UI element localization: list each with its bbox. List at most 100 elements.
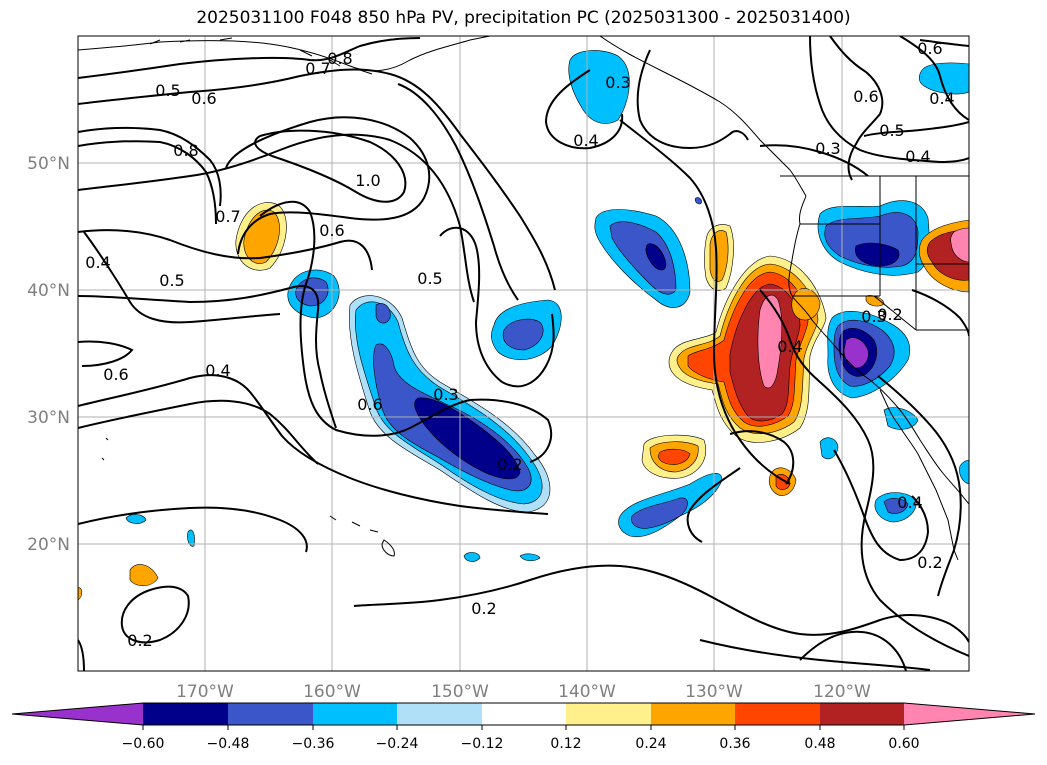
lon-label-170w: 170°W (176, 682, 234, 702)
pv-contour (636, 49, 749, 150)
lat-label-40n: 40°N (27, 281, 70, 301)
pv-contour (78, 229, 373, 271)
contour-label: 0.2 (877, 305, 902, 324)
shade-blob (375, 303, 391, 324)
shade-blob (630, 497, 688, 529)
pv-contour (759, 144, 869, 177)
pv-contours (78, 36, 969, 671)
colorbar-segment (143, 703, 228, 725)
coastline-west (788, 195, 969, 505)
shade-blob (658, 448, 691, 465)
pv-contour (686, 467, 741, 543)
colorbar-segment (820, 703, 904, 725)
contour-label: 0.2 (917, 553, 942, 572)
shade-blob (125, 514, 147, 524)
contour-label: 0.4 (573, 131, 598, 150)
lon-label-120w: 120°W (813, 682, 871, 702)
coastline-baja (879, 389, 959, 561)
shade-blob (187, 529, 195, 547)
map-frame (77, 35, 970, 672)
map-panel: 0.7 0.8 0.5 0.6 0.8 1.0 0.7 0.6 0.4 0.5 … (77, 35, 970, 672)
pv-contour (78, 140, 217, 225)
lat-label-30n: 30°N (27, 408, 70, 428)
lat-label-20n: 20°N (27, 535, 70, 555)
coastline-alaska-panhandle (599, 36, 807, 197)
shade-blob (950, 227, 969, 263)
lat-label-50n: 50°N (27, 154, 70, 174)
contour-label: 0.6 (191, 89, 216, 108)
colorbar-tick-label: −0.48 (207, 736, 250, 752)
contour-label: 0.7 (305, 59, 330, 78)
shade-blob (757, 294, 783, 389)
shade-blob (414, 397, 521, 480)
colorbar-tick-label: −0.36 (292, 736, 335, 752)
pv-contour (397, 83, 519, 301)
pv-contour (78, 68, 556, 291)
pv-contour (78, 126, 222, 207)
coastlines (78, 36, 969, 561)
colorbar-tick-label: −0.24 (376, 736, 419, 752)
map-title: 2025031100 F048 850 hPa PV, precipitatio… (196, 8, 851, 28)
colorbar-tick-label: 0.60 (888, 736, 919, 752)
colorbar-extend-min (12, 703, 143, 725)
pv-contour (809, 36, 969, 164)
contour-label: 0.3 (433, 385, 458, 404)
contour-label: 0.6 (103, 365, 128, 384)
pv-contour (78, 340, 134, 367)
shade-blob (129, 564, 159, 587)
colorbar-tick-label: −0.60 (122, 736, 165, 752)
shade-blob (463, 552, 481, 562)
shade-blob (502, 318, 544, 351)
graticule (78, 36, 969, 671)
latitude-labels: 50°N 40°N 30°N 20°N (27, 154, 70, 555)
contour-label: 0.3 (605, 73, 630, 92)
pv-contour (78, 285, 337, 429)
pv-contour (863, 121, 969, 137)
colorbar-tick-label: 0.48 (804, 736, 835, 752)
colorbar-segment (228, 703, 313, 725)
colorbar-tick-labels: −0.60 −0.48 −0.36 −0.24 −0.12 0.12 0.24 … (122, 736, 920, 752)
lon-label-160w: 160°W (303, 682, 361, 702)
contour-label: 0.8 (327, 49, 352, 68)
colorbar-segment (313, 703, 397, 725)
contour-label: 0.2 (497, 455, 522, 474)
contour-label: 0.4 (905, 147, 930, 166)
pv-contour (78, 374, 549, 515)
contour-label: 0.5 (155, 81, 180, 100)
contour-label: 0.6 (357, 395, 382, 414)
shade-blob (519, 553, 541, 562)
shade-blob (819, 437, 839, 460)
longitude-labels: 170°W 160°W 150°W 140°W 130°W 120°W (176, 682, 871, 702)
contour-label: 0.4 (777, 337, 802, 356)
shade-blob (918, 62, 969, 95)
colorbar: −0.60 −0.48 −0.36 −0.24 −0.12 0.12 0.24 … (11, 702, 1036, 752)
contour-label: 0.4 (929, 89, 954, 108)
lon-label-150w: 150°W (431, 682, 489, 702)
pv-contour (78, 37, 421, 79)
shade-blob (568, 50, 630, 124)
pv-contour (259, 200, 553, 463)
pv-contour (544, 69, 624, 150)
pv-contour (833, 449, 930, 562)
pv-contour (911, 289, 969, 337)
coastline-islands (101, 437, 109, 461)
contour-label: 0.7 (215, 207, 240, 226)
contour-label: 0.6 (853, 87, 878, 106)
pv-contour (439, 226, 555, 388)
shade-blob (855, 242, 900, 267)
contour-label: 0.5 (417, 269, 442, 288)
pv-contour (877, 375, 962, 597)
contour-label: 0.2 (471, 599, 496, 618)
colorbar-extend-max (904, 703, 1035, 725)
colorbar-ticks (142, 725, 905, 730)
pv-contour (120, 585, 190, 644)
contour-label: 0.6 (917, 39, 942, 58)
colorbar-tick-label: 0.24 (635, 736, 666, 752)
shade-blob (645, 243, 667, 271)
contour-label: 0.5 (159, 271, 184, 290)
colorbar-segment (651, 703, 735, 725)
state-borders (780, 175, 969, 331)
pv-contour (78, 506, 308, 553)
contour-label: 0.3 (815, 139, 840, 158)
